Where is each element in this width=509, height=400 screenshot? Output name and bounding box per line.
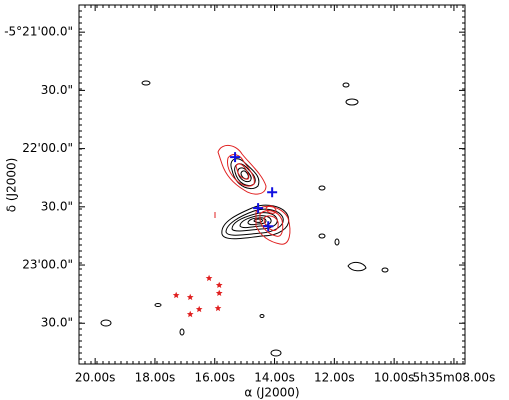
star-marker <box>215 289 223 296</box>
plus-marker <box>267 187 278 198</box>
x-axis-label: α (J2000) <box>244 386 299 400</box>
y-tick-label: 22'00.0" <box>22 141 73 155</box>
contours <box>100 80 389 357</box>
x-tick-label: 18.00s <box>135 371 176 385</box>
y-tick-label: 30.0" <box>41 199 73 213</box>
plus-marker <box>263 221 274 232</box>
y-tick-label: 23'00.0" <box>22 258 73 272</box>
star-marker <box>205 274 213 282</box>
star-marker <box>186 310 194 318</box>
x-tick-label: 16.00s <box>194 371 235 385</box>
x-tick-label: 12.00s <box>314 371 355 385</box>
plus-marker <box>253 203 264 214</box>
star-marker <box>186 293 194 301</box>
star-marker <box>215 281 223 288</box>
y-tick-label: 30.0" <box>41 83 73 97</box>
y-tick-label: 30.0" <box>41 316 73 330</box>
star-marker <box>172 291 180 299</box>
plot-frame <box>78 4 466 365</box>
x-tick-label: 20.00s <box>75 371 116 385</box>
y-axis-label: δ (J2000) <box>5 158 19 213</box>
y-tick-label: -5°21'00.0" <box>4 25 73 39</box>
x-tick-label: 5h35m08.00s <box>413 371 496 385</box>
x-tick-label: 10.00s <box>374 371 415 385</box>
star-marker <box>214 304 222 312</box>
star-marker <box>195 305 203 313</box>
x-tick-label: 14.00s <box>254 371 295 385</box>
plus-marker <box>230 152 241 163</box>
